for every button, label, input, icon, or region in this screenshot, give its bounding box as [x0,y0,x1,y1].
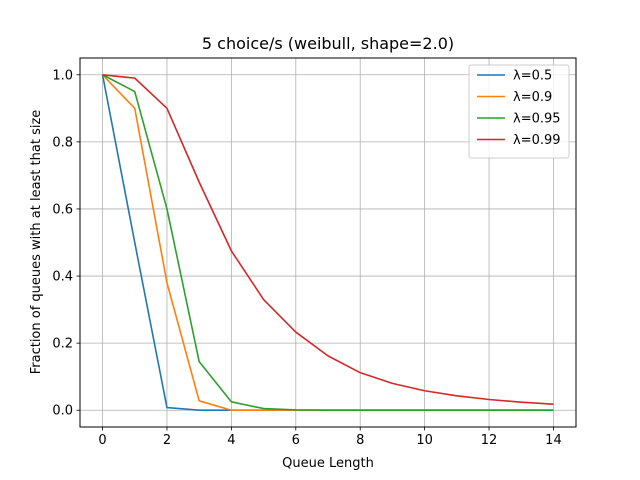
y-tick-label: 0.6 [52,202,73,217]
x-tick-label: 14 [545,433,562,448]
y-axis-label: Fraction of queues with at least that si… [29,110,44,375]
plot-frame [79,57,577,428]
x-axis-label: Queue Length [282,456,374,471]
legend-box [468,64,570,159]
x-tick-label: 4 [227,433,235,448]
series-line-2 [102,74,554,412]
legend-label: λ=0.9 [513,90,552,105]
x-tick-label: 0 [98,433,106,448]
chart-title: 5 choice/s (weibull, shape=2.0) [202,34,454,53]
y-tick-label: 1.0 [52,68,73,83]
y-tick-label: 0.4 [52,270,73,285]
y-tick-label: 0.8 [52,135,73,150]
legend-label: λ=0.5 [513,69,552,84]
x-tick-label: 8 [356,433,364,448]
x-tick-label: 6 [292,433,300,448]
series-lines [101,73,554,412]
y-tick-label: 0.0 [52,404,73,419]
series-line-3 [102,73,554,405]
y-tick-label: 0.2 [52,337,73,352]
legend: λ=0.5 λ=0.9 λ=0.95 λ=0.99 [468,64,570,159]
x-tick-label: 2 [163,433,171,448]
x-tick-label: 12 [481,433,498,448]
x-tick-label: 10 [416,433,433,448]
axis-ticks: 0 2 4 6 8 10 12 14 0.0 0.2 0.4 0.6 0.8 1.0 [52,68,561,448]
legend-label: λ=0.95 [513,112,561,127]
legend-label: λ=0.99 [513,133,561,148]
